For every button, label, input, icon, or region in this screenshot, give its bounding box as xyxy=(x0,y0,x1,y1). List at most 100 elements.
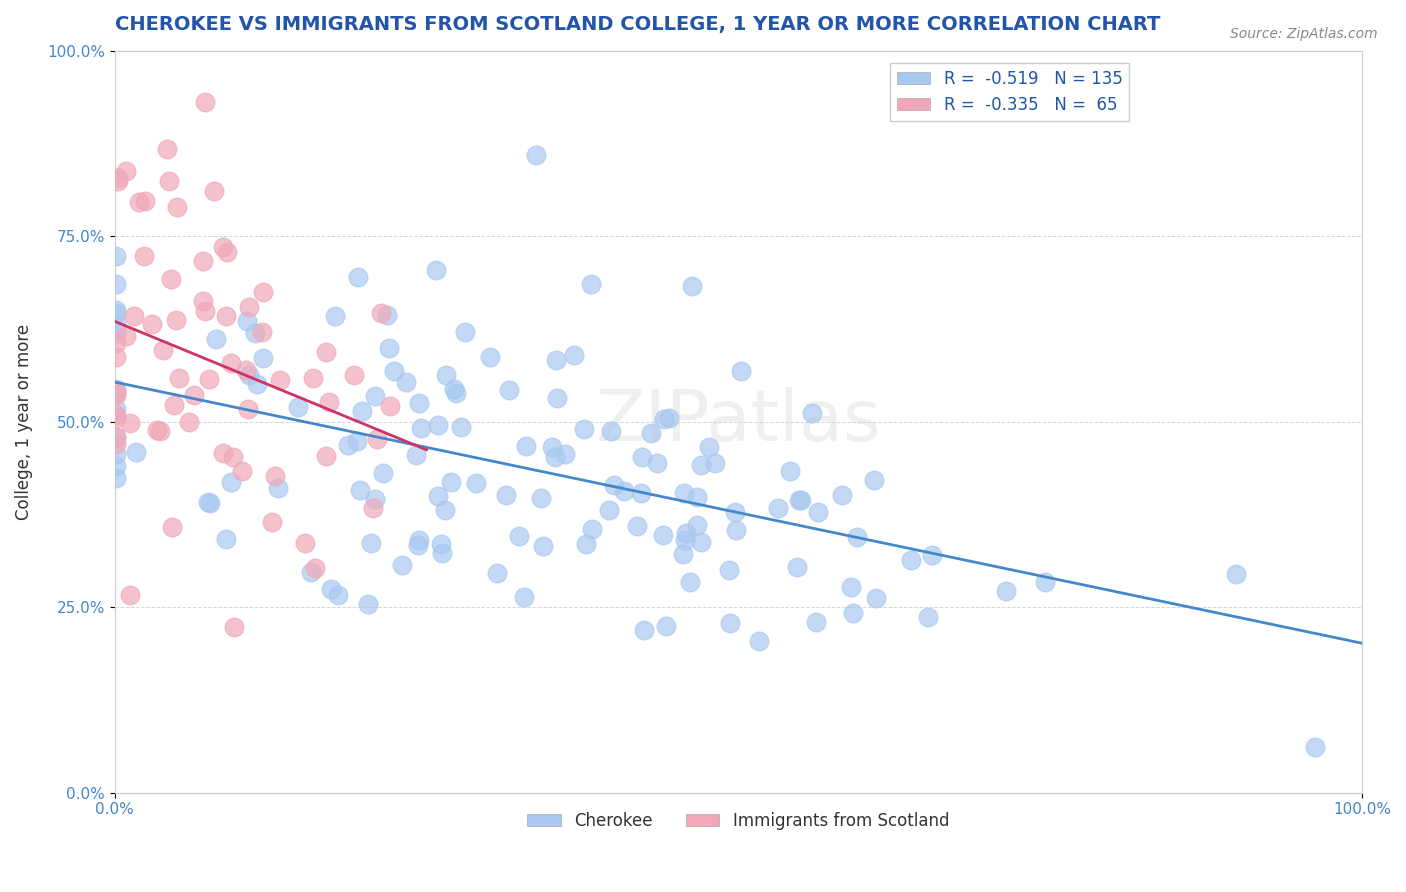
Point xyxy=(128,195,150,210)
Point xyxy=(294,536,316,550)
Point xyxy=(574,537,596,551)
Point xyxy=(145,423,167,437)
Point xyxy=(214,532,236,546)
Point xyxy=(360,535,382,549)
Point xyxy=(681,279,703,293)
Point xyxy=(235,363,257,377)
Point xyxy=(697,440,720,454)
Point xyxy=(530,491,553,505)
Point xyxy=(408,396,430,410)
Point xyxy=(107,170,129,185)
Point xyxy=(104,335,127,350)
Point xyxy=(197,372,219,386)
Point xyxy=(479,350,502,364)
Point xyxy=(581,277,603,292)
Point xyxy=(104,471,127,485)
Point xyxy=(406,538,429,552)
Point xyxy=(183,388,205,402)
Point xyxy=(724,504,747,518)
Point xyxy=(598,503,620,517)
Point xyxy=(599,425,621,439)
Point xyxy=(104,326,127,341)
Point xyxy=(347,269,370,284)
Point xyxy=(371,467,394,481)
Point xyxy=(440,475,463,490)
Point xyxy=(572,422,595,436)
Point xyxy=(115,164,138,178)
Point xyxy=(363,500,385,515)
Point xyxy=(315,345,337,359)
Point xyxy=(524,147,547,161)
Point xyxy=(380,399,402,413)
Point xyxy=(238,401,260,416)
Point xyxy=(544,353,567,368)
Point xyxy=(211,446,233,460)
Point xyxy=(336,437,359,451)
Point xyxy=(495,488,517,502)
Point xyxy=(446,386,468,401)
Point xyxy=(581,523,603,537)
Point xyxy=(250,325,273,339)
Point xyxy=(703,456,725,470)
Point xyxy=(124,310,146,324)
Point xyxy=(252,351,274,366)
Point xyxy=(194,303,217,318)
Point xyxy=(120,416,142,430)
Point xyxy=(675,525,697,540)
Point xyxy=(779,465,801,479)
Point xyxy=(658,410,681,425)
Point xyxy=(222,620,245,634)
Point xyxy=(718,563,741,577)
Point xyxy=(655,619,678,633)
Point xyxy=(191,293,214,308)
Point xyxy=(211,240,233,254)
Point xyxy=(343,368,366,382)
Point xyxy=(725,523,748,537)
Point xyxy=(104,351,127,365)
Point xyxy=(513,590,536,604)
Point xyxy=(630,486,652,500)
Point xyxy=(640,425,662,440)
Point xyxy=(395,375,418,389)
Point xyxy=(921,549,943,563)
Point xyxy=(125,444,148,458)
Point xyxy=(645,456,668,470)
Point xyxy=(246,377,269,392)
Point xyxy=(434,503,457,517)
Point xyxy=(318,395,340,409)
Point xyxy=(787,492,810,507)
Point xyxy=(1033,574,1056,589)
Point xyxy=(304,561,326,575)
Point xyxy=(917,610,939,624)
Point xyxy=(134,194,156,208)
Point xyxy=(104,458,127,473)
Text: CHEROKEE VS IMMIGRANTS FROM SCOTLAND COLLEGE, 1 YEAR OR MORE CORRELATION CHART: CHEROKEE VS IMMIGRANTS FROM SCOTLAND COL… xyxy=(115,15,1160,34)
Point xyxy=(215,310,238,324)
Point xyxy=(141,318,163,332)
Point xyxy=(679,574,702,589)
Point xyxy=(603,478,626,492)
Point xyxy=(686,518,709,533)
Point xyxy=(104,303,127,318)
Point xyxy=(219,475,242,489)
Point xyxy=(430,546,453,560)
Point xyxy=(219,356,242,370)
Point xyxy=(378,341,401,355)
Point xyxy=(865,591,887,606)
Point xyxy=(430,536,453,550)
Point xyxy=(231,464,253,478)
Point xyxy=(804,615,827,629)
Point xyxy=(562,348,585,362)
Point xyxy=(194,95,217,110)
Point xyxy=(730,364,752,378)
Point xyxy=(515,440,537,454)
Text: Source: ZipAtlas.com: Source: ZipAtlas.com xyxy=(1230,27,1378,41)
Point xyxy=(382,364,405,378)
Point xyxy=(104,447,127,461)
Point xyxy=(391,558,413,572)
Point xyxy=(357,597,380,611)
Point xyxy=(134,250,156,264)
Point xyxy=(177,415,200,429)
Point xyxy=(426,489,449,503)
Point xyxy=(193,253,215,268)
